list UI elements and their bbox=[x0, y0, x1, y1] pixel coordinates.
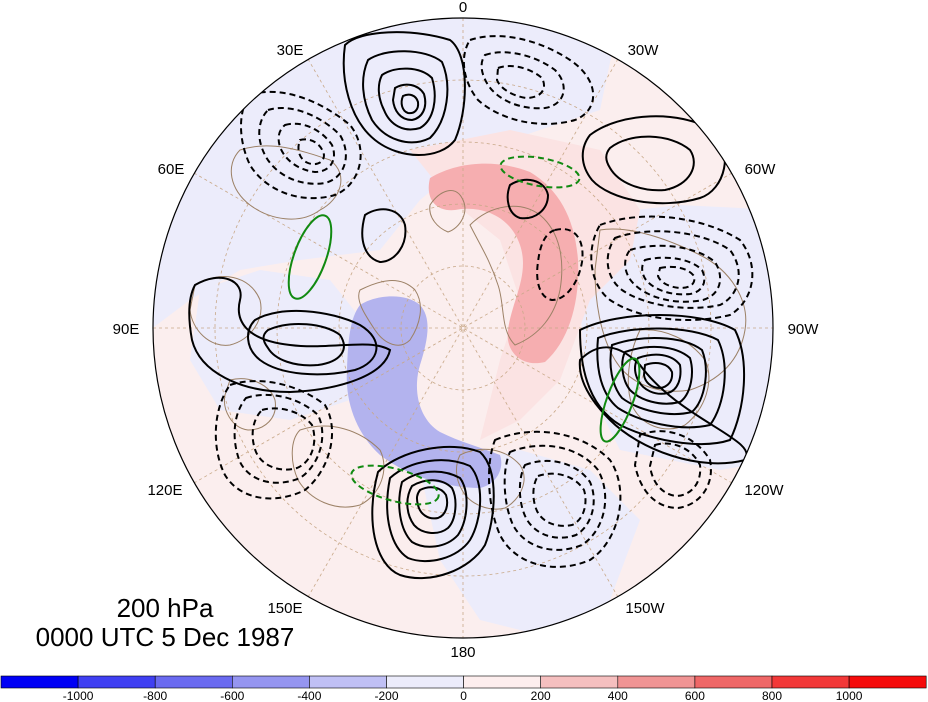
colorbar-swatch bbox=[309, 675, 387, 689]
colorbar-swatch bbox=[154, 675, 233, 689]
colorbar-swatch bbox=[540, 675, 619, 689]
positive-contours bbox=[188, 31, 748, 580]
valid-time-title: 0000 UTC 5 Dec 1987 bbox=[35, 622, 295, 652]
colorbar-tick-label: -1000 bbox=[63, 689, 94, 702]
negative-contours bbox=[214, 35, 754, 568]
colorbar-tick-label: 800 bbox=[762, 689, 782, 702]
lon-label-90w: 90W bbox=[788, 321, 820, 338]
lon-label-30w: 30W bbox=[628, 42, 660, 59]
colorbar-swatch bbox=[232, 675, 310, 689]
colorbar-tick-label: -200 bbox=[374, 689, 398, 702]
colorbar-tick-label: 400 bbox=[608, 689, 628, 702]
colorbar-tick-label: -800 bbox=[143, 689, 167, 702]
colorbar-tick-label: 1000 bbox=[836, 689, 863, 702]
colorbar-swatch bbox=[617, 675, 696, 689]
negative-region-outer bbox=[153, 18, 620, 330]
positive-anomaly-fill bbox=[428, 163, 579, 364]
colorbar-swatch bbox=[386, 675, 464, 689]
colorbar-tick-label: -600 bbox=[220, 689, 244, 702]
lon-label-60w: 60W bbox=[745, 161, 777, 178]
colorbar-tick-label: 0 bbox=[460, 689, 467, 702]
lon-label-30e: 30E bbox=[277, 42, 304, 59]
lon-label-120e: 120E bbox=[147, 482, 182, 499]
pressure-level-title: 200 hPa bbox=[116, 593, 214, 623]
highlight-contours bbox=[287, 214, 641, 443]
lon-label-150w: 150W bbox=[625, 600, 665, 617]
colorbar-swatch bbox=[771, 675, 850, 689]
colorbar-swatch bbox=[0, 675, 79, 689]
lon-label-0: 0 bbox=[459, 0, 467, 16]
colorbar-tick-label: 200 bbox=[531, 689, 551, 702]
longitude-labels: 0 30W 60W 90W 120W 150W 180 150E 120E 90… bbox=[113, 0, 820, 661]
colorbar: -1000 -800 -600 -400 -200 0 200 400 600 800 1000 bbox=[0, 675, 927, 702]
negative-region-south bbox=[420, 450, 640, 638]
colorbar-swatch bbox=[463, 675, 542, 689]
colorbar-swatch bbox=[77, 675, 156, 689]
colorbar-tick-label: -400 bbox=[297, 689, 321, 702]
lon-label-60e: 60E bbox=[158, 161, 185, 178]
lon-label-90e: 90E bbox=[113, 321, 140, 338]
colorbar-swatch bbox=[694, 675, 773, 689]
lon-label-180: 180 bbox=[450, 644, 475, 661]
negative-anomaly-fill bbox=[346, 296, 502, 488]
colorbar-tick-label: 600 bbox=[685, 689, 705, 702]
colorbar-swatch bbox=[848, 675, 927, 689]
map-boundary bbox=[152, 17, 774, 639]
lon-label-150e: 150E bbox=[267, 600, 302, 617]
lon-label-120w: 120W bbox=[744, 482, 784, 499]
